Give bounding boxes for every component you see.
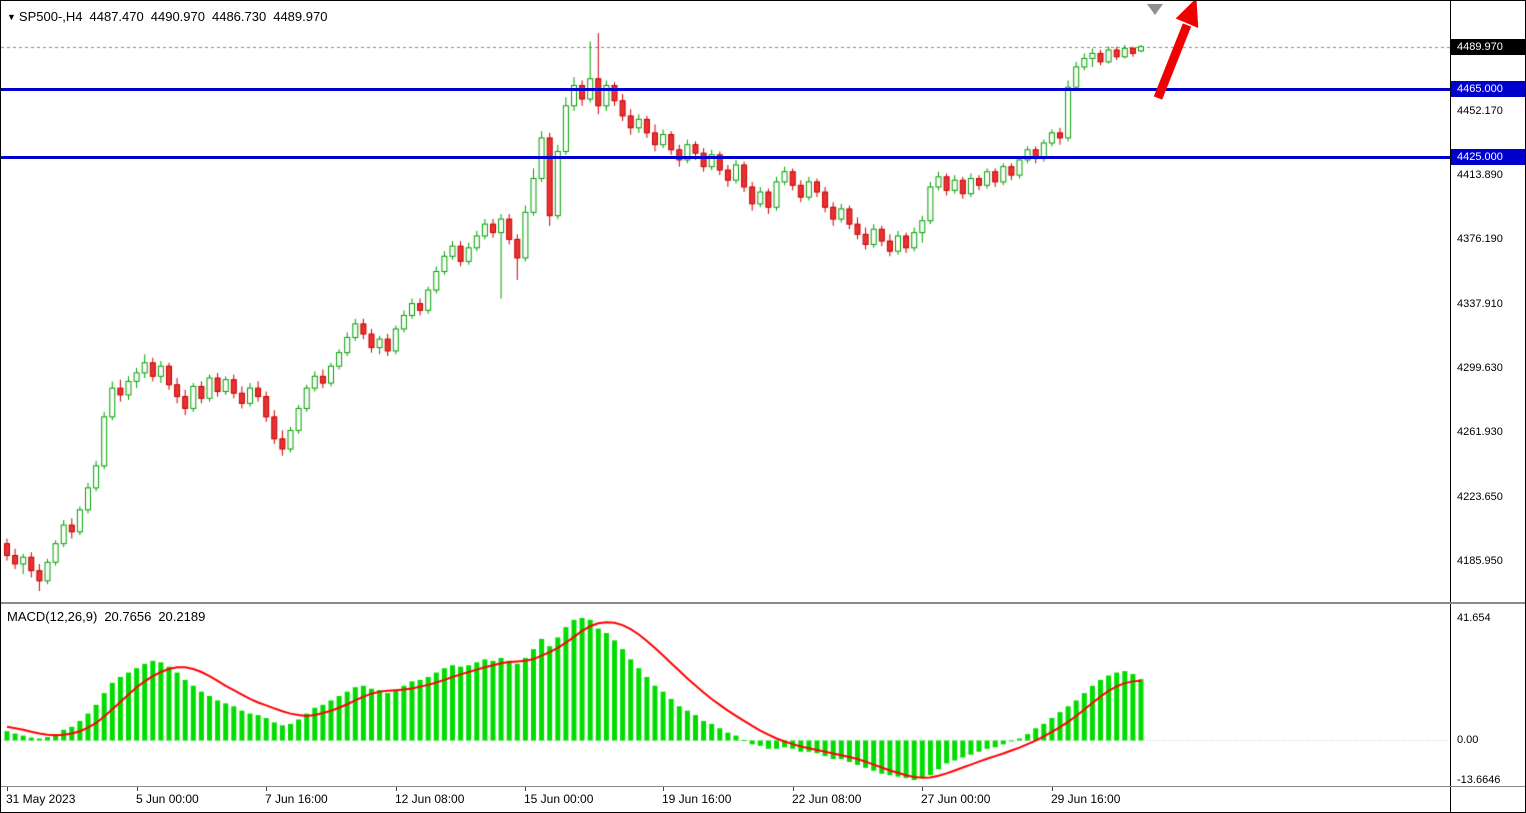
- scroll-marker-icon: [1147, 4, 1163, 15]
- time-axis-tick: [525, 787, 526, 791]
- time-axis-label: 19 Jun 16:00: [662, 792, 732, 806]
- macd-canvas[interactable]: [1, 604, 1450, 786]
- panel-separator-bottom: [1, 786, 1525, 787]
- time-axis-label: 31 May 2023: [6, 792, 76, 806]
- macd-name: MACD(12,26,9): [7, 609, 98, 624]
- time-axis-tick: [7, 787, 8, 791]
- macd-indicator-label: MACD(12,26,9) 20.7656 20.2189: [7, 609, 205, 624]
- level-price-badge: 4425.000: [1451, 148, 1525, 165]
- price-axis[interactable]: 4452.170 4413.890 4376.190 4337.910 4299.630…: [1450, 1, 1525, 812]
- symbol-period-label: SP500-,H4: [18, 9, 83, 24]
- low-value: 4486.730: [211, 9, 267, 24]
- time-axis-tick: [922, 787, 923, 791]
- time-axis-label: 29 Jun 16:00: [1051, 792, 1121, 806]
- price-axis-label: 4452.170: [1457, 104, 1503, 117]
- price-axis-label: 4185.950: [1457, 554, 1503, 567]
- macd-axis-label: 0.00: [1457, 733, 1479, 746]
- price-chart-canvas[interactable]: [1, 1, 1450, 602]
- support-line-4425[interactable]: [1, 155, 1450, 159]
- time-axis-label: 15 Jun 00:00: [524, 792, 594, 806]
- price-axis-label: 4376.190: [1457, 233, 1503, 246]
- time-axis-tick: [1052, 787, 1053, 791]
- time-axis-label: 27 Jun 00:00: [921, 792, 991, 806]
- price-axis-label: 4337.910: [1457, 297, 1503, 310]
- price-axis-label: 4261.930: [1457, 426, 1503, 439]
- time-axis-tick: [266, 787, 267, 791]
- symbol-info-line: ▼ SP500-,H4 4487.470 4490.970 4486.730 4489.9…: [7, 9, 327, 24]
- close-value: 4489.970: [273, 9, 328, 24]
- macd-axis-label: 41.654: [1457, 611, 1491, 624]
- symbol-triangle-icon: ▼: [7, 12, 16, 22]
- macd-main-value: 20.7656: [104, 609, 152, 624]
- level-price-badge: 4465.000: [1451, 80, 1525, 97]
- time-axis-tick: [663, 787, 664, 791]
- price-axis-label: 4413.890: [1457, 169, 1503, 182]
- panel-separator[interactable]: [1, 602, 1525, 604]
- time-axis-label: 5 Jun 00:00: [136, 792, 199, 806]
- time-axis-label: 12 Jun 08:00: [395, 792, 465, 806]
- price-axis-label: 4299.630: [1457, 362, 1503, 375]
- open-value: 4487.470: [89, 9, 144, 24]
- time-axis-label: 22 Jun 08:00: [792, 792, 862, 806]
- price-axis-label: 4223.650: [1457, 490, 1503, 503]
- time-axis[interactable]: 31 May 2023 5 Jun 00:00 7 Jun 16:00 12 Jun …: [1, 787, 1450, 812]
- time-axis-tick: [137, 787, 138, 791]
- current-price-badge: 4489.970: [1451, 38, 1525, 55]
- time-axis-tick: [396, 787, 397, 791]
- macd-signal-value: 20.2189: [158, 609, 206, 624]
- resistance-line-4465[interactable]: [1, 87, 1450, 91]
- time-axis-label: 7 Jun 16:00: [265, 792, 328, 806]
- time-axis-tick: [793, 787, 794, 791]
- trend-arrow-icon[interactable]: [1121, 1, 1225, 113]
- high-value: 4490.970: [150, 9, 205, 24]
- macd-axis-label: -13.6646: [1457, 774, 1501, 787]
